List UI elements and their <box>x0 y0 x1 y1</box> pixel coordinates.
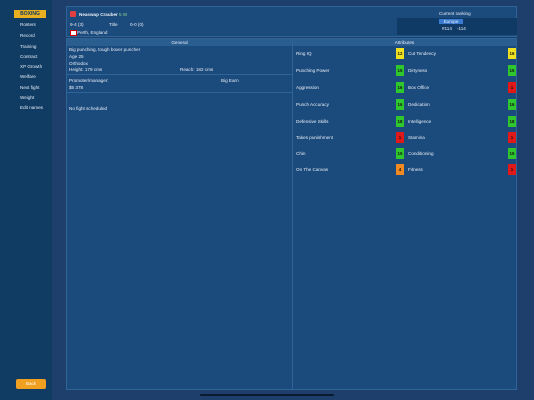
flag <box>70 30 77 36</box>
icon <box>70 11 76 17</box>
attribute-value: 4 <box>396 164 404 175</box>
menu-item[interactable]: Record <box>20 33 35 38</box>
logo: BOXING <box>14 10 46 18</box>
menu-item[interactable]: Rosters <box>20 22 36 27</box>
panel-title: General <box>67 39 292 46</box>
rank: #114 <box>442 26 452 31</box>
age: Age 25 <box>69 54 84 59</box>
attribute-name: Intelligence <box>408 119 432 124</box>
menu-item[interactable]: Welfare <box>20 74 36 79</box>
header-panel: Neaswap Crauber 5 W 9-4 (3) Title 0-0 (0… <box>66 6 517 37</box>
attribute-value: 18 <box>508 116 516 127</box>
style: Big punching, tough boxer puncher <box>69 47 141 52</box>
ranking-box <box>397 18 517 35</box>
attribute-name: Ring IQ <box>296 51 312 56</box>
attribute-value: 1 <box>396 132 404 143</box>
promoter: Big Earn <box>221 78 239 83</box>
tag: 5 W <box>119 12 128 17</box>
attribute-name: Dedication <box>408 102 430 107</box>
title-record: 0-0 (0) <box>130 22 144 27</box>
ranking-label: Current ranking <box>439 11 471 16</box>
stance: Orthodox <box>69 61 88 66</box>
region: Europe <box>439 19 463 24</box>
attribute-name: Stamina <box>408 135 425 140</box>
reach: Reach: 182 cms <box>180 67 214 72</box>
sidebar <box>0 0 52 400</box>
attribute-value: 16 <box>396 82 404 93</box>
attribute-name: On The Canvas <box>296 167 329 172</box>
attribute-value: 15 <box>396 148 404 159</box>
location: Perth, England <box>77 30 108 35</box>
attribute-name: Punching Power <box>296 68 330 73</box>
panel-title: Attributes <box>293 39 516 46</box>
attribute-value: 15 <box>508 65 516 76</box>
attribute-name: Cut Tendency <box>408 51 437 56</box>
attributes-panel: Attributes Ring IQ 12 Cut Tendency 16 Punchi… <box>292 38 517 390</box>
rank-change: -114 <box>457 26 466 31</box>
attribute-value: 16 <box>508 48 516 59</box>
fight-status: No fight scheduled <box>69 106 108 111</box>
back-button[interactable]: Back <box>16 379 46 389</box>
menu-item[interactable]: Edit names <box>20 105 43 110</box>
attribute-value: 15 <box>396 65 404 76</box>
record: 9-4 (3) <box>70 22 84 27</box>
general-panel: General Big punching, tough boxer punche… <box>66 38 293 390</box>
attribute-value: 1 <box>508 82 516 93</box>
attribute-name: Fitness <box>408 167 423 172</box>
attribute-name: Takes punishment <box>296 135 334 140</box>
divider <box>67 92 292 93</box>
money: $5 378 <box>69 85 84 90</box>
attribute-value: 18 <box>396 116 404 127</box>
attribute-value: 12 <box>396 48 404 59</box>
menu-item[interactable]: Weight <box>20 95 35 100</box>
menu-item[interactable]: XP Growth <box>20 64 43 69</box>
attribute-name: Dirtyness <box>408 68 428 73</box>
promoter-label: Promoter/manager: <box>69 78 109 83</box>
attribute-value: 15 <box>508 148 516 159</box>
attribute-value: 16 <box>396 99 404 110</box>
attribute-name: Chin <box>296 151 306 156</box>
attribute-value: 1 <box>508 164 516 175</box>
menu-item[interactable]: Training <box>20 44 37 49</box>
menu-item[interactable]: Contract <box>20 54 38 59</box>
home-indicator <box>200 394 334 396</box>
attribute-name: Aggression <box>296 85 319 90</box>
menu-item[interactable]: Next fight <box>20 85 40 90</box>
attribute-name: Conditioning <box>408 151 434 156</box>
height: Height: 179 cms <box>69 67 103 72</box>
divider <box>67 74 292 75</box>
attribute-name: Defensive Skills <box>296 119 329 124</box>
title-label: Title <box>109 22 118 27</box>
boxer-name: Neaswap Crauber <box>79 12 118 17</box>
attribute-name: Box Office <box>408 85 430 90</box>
attribute-value: 16 <box>508 99 516 110</box>
attribute-value: 1 <box>508 132 516 143</box>
attribute-name: Punch Accuracy <box>296 102 329 107</box>
